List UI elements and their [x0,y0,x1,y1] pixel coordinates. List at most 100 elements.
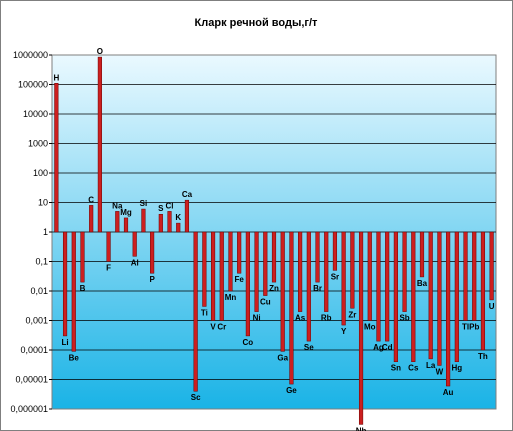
bar-label-co: Co [243,338,254,347]
bar-ge [289,231,294,385]
bar-ca [184,199,190,233]
bar-label-p: P [149,275,155,284]
y-tick-label: 0,000001 [10,404,48,414]
bar-label-o: O [97,47,103,56]
bar-label-mg: Mg [120,208,132,217]
bar-label-h: H [53,73,59,82]
bar-ba [419,231,425,278]
bar-cu [263,231,268,296]
bar-cs [411,231,416,362]
bar-au [446,231,451,387]
bar-rb [324,231,329,312]
y-tick-label: 1000000 [13,50,48,60]
y-tick-label: 1 [43,227,48,237]
bar-k [176,222,181,233]
bar-label-be: Be [69,353,80,362]
bar-label-al: Al [131,258,139,267]
bar-na [115,211,120,233]
y-tick-label: 0,1 [35,257,48,267]
y-tick-label: 10 [38,198,48,208]
bar-sn [393,231,398,362]
bar-label-se: Se [304,343,314,352]
bar-label-br: Br [313,284,322,293]
bar-label-na: Na [112,201,123,210]
bar-label-hg: Hg [451,364,462,373]
bar-label-au: Au [443,388,454,397]
bar-s [158,213,163,233]
bar-ag [376,231,381,342]
bar-label-y: Y [341,327,347,336]
bar-label-sn: Sn [391,364,401,373]
bar-si [141,208,146,233]
bar-tl [463,231,468,321]
bar-label-b: B [80,284,86,293]
bar-co [245,231,250,337]
y-tick-label: 1000 [28,139,48,149]
bar-w [437,231,442,366]
bar-label-sc: Sc [191,393,201,402]
bar-label-s: S [158,204,164,213]
chart-title: Кларк речной воды,г/т [195,17,318,29]
bar-label-pb: Pb [469,323,479,332]
bar-label-ag: Ag [373,343,384,352]
bar-al [132,231,137,257]
bar-li [62,231,68,337]
bar-label-nb: Nb [356,426,367,431]
y-tick-label: 100 [33,168,48,178]
bar-f [106,231,111,262]
bar-label-fe: Fe [235,275,245,284]
bar-sc [193,231,198,392]
bar-label-c: C [88,195,94,204]
bar-cl [167,211,172,233]
bar-br [315,231,320,283]
bar-cr [219,231,224,321]
bar-label-w: W [436,367,444,376]
bar-mn [228,231,233,292]
bar-label-cu: Cu [260,298,271,307]
bar-label-ti: Ti [201,308,208,317]
bar-label-ca: Ca [182,190,193,199]
bar-be [71,231,76,352]
bar-label-v: V [210,323,216,332]
bar-o [97,56,102,233]
bar-c [89,205,94,233]
bar-ti [202,231,207,307]
bar-ni [254,231,259,312]
bar-h [54,83,59,233]
y-tick-label: 100000 [18,80,48,90]
bar-label-cl: Cl [166,201,174,210]
bar-label-sr: Sr [331,272,339,281]
bar-b [80,231,85,283]
bar-v [210,231,216,321]
bar-mo [367,231,372,321]
y-tick-label: 0,00001 [15,375,48,385]
y-tick-label: 10000 [23,109,48,119]
bar-label-ga: Ga [277,353,288,362]
bar-sr [332,231,338,271]
bar-label-k: K [175,213,181,222]
bar-ga [280,231,285,352]
bar-label-tl: Tl [462,323,469,332]
bar-label-th: Th [478,352,488,361]
bar-hg [454,231,459,362]
bar-as [298,231,303,312]
y-axis-ticks: 1000000 100000 10000 1000 100 10 1 0,1 0,01 0,001… [10,50,52,414]
bar-th [480,231,486,351]
bar-label-cs: Cs [408,364,419,373]
bar-mg [123,217,129,233]
y-tick-label: 0,0001 [20,345,48,355]
y-tick-label: 0,01 [30,286,48,296]
bar-label-ba: Ba [417,279,428,288]
bar-label-rb: Rb [321,314,332,323]
bar-zr [350,231,355,309]
bar-la [428,231,433,360]
bar-label-ge: Ge [286,386,297,395]
bar-label-as: As [295,314,306,323]
bar-label-mn: Mn [225,293,237,302]
bar-label-ni: Ni [253,314,261,323]
bar-label-zr: Zr [348,310,356,319]
bar-y [341,231,346,326]
bar-cd [385,231,390,342]
